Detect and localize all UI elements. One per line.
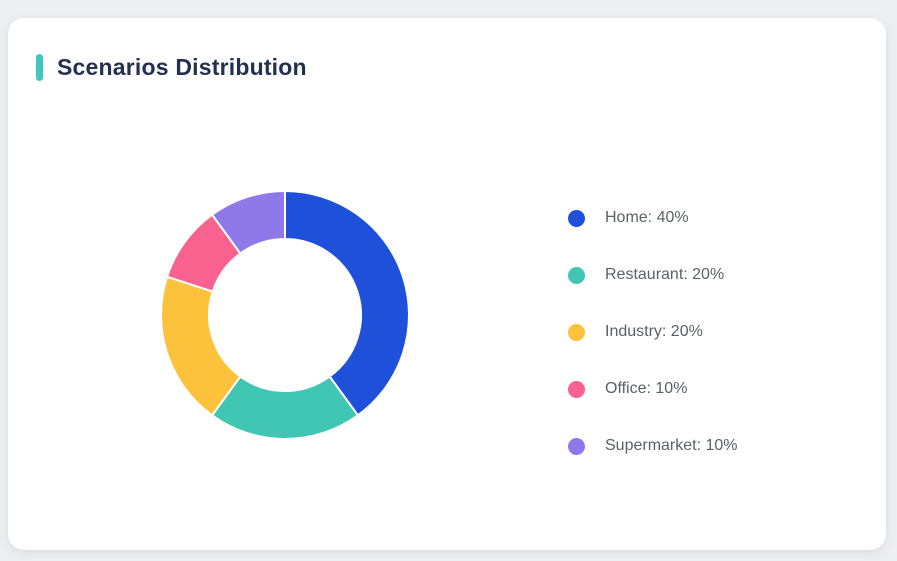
card-header: Scenarios Distribution: [36, 54, 307, 81]
donut-segment-industry[interactable]: [160, 275, 242, 417]
scenarios-distribution-card: Scenarios Distribution Home: 40% Restaura…: [8, 18, 886, 550]
legend-dot-restaurant: [568, 266, 585, 284]
legend-label: Home: 40%: [605, 209, 689, 226]
donut-segment-home[interactable]: [284, 190, 410, 417]
legend-dot-home: [568, 209, 585, 227]
legend-label: Supermarket: 10%: [605, 437, 738, 454]
donut-segment-supermarket[interactable]: [211, 190, 286, 255]
legend-label: Restaurant: 20%: [605, 266, 725, 283]
legend-item-home[interactable]: Home: 40%: [568, 206, 738, 230]
chart-legend: Home: 40% Restaurant: 20% Industry: 20% Off…: [568, 206, 738, 458]
page-title: Scenarios Distribution: [57, 54, 307, 80]
legend-item-industry[interactable]: Industry: 20%: [568, 320, 738, 344]
legend-label: Industry: 20%: [605, 323, 703, 340]
title-accent-bar: [36, 54, 43, 81]
donut-chart: [160, 190, 410, 440]
legend-item-restaurant[interactable]: Restaurant: 20%: [568, 263, 738, 287]
legend-dot-supermarket: [568, 437, 585, 455]
legend-item-supermarket[interactable]: Supermarket: 10%: [568, 434, 738, 458]
legend-dot-industry: [568, 323, 585, 341]
legend-dot-office: [568, 380, 585, 398]
legend-label: Office: 10%: [605, 380, 688, 397]
legend-item-office[interactable]: Office: 10%: [568, 377, 738, 401]
